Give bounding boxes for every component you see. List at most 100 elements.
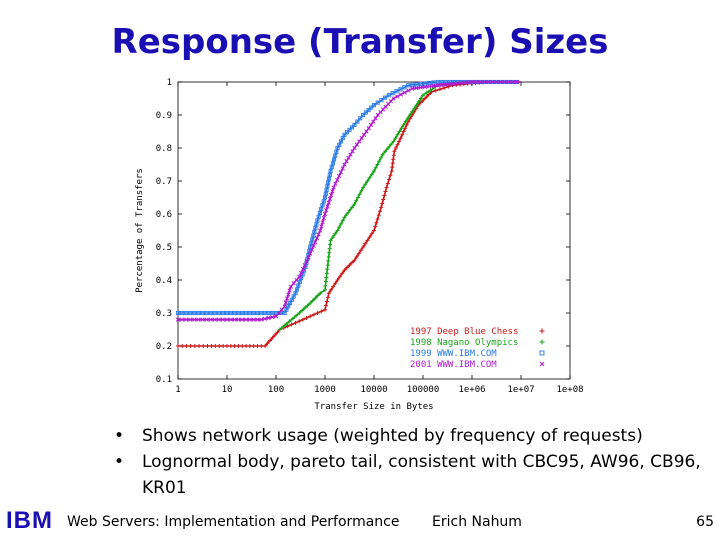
data-point: [196, 317, 201, 322]
data-point: [385, 181, 390, 186]
data-point: [363, 241, 368, 246]
data-point: [424, 95, 429, 100]
data-point: [406, 83, 411, 88]
data-point: [318, 291, 323, 296]
data-point: [297, 311, 302, 315]
data-point: [327, 172, 332, 177]
data-point: [342, 132, 347, 137]
data-point: [458, 80, 463, 86]
data-point: [291, 281, 296, 286]
data-point: [192, 317, 197, 322]
data-point: [388, 173, 393, 178]
data-point: [325, 295, 330, 300]
legend-entry-label: 1999 WWW.IBM.COM: [410, 349, 497, 359]
data-point: [300, 308, 305, 313]
data-point: [356, 251, 361, 256]
data-point: [392, 149, 397, 154]
data-point: [399, 126, 404, 131]
legend-marker: [539, 361, 545, 367]
series-line: [178, 81, 521, 347]
data-point: [401, 122, 406, 127]
data-point: [213, 344, 218, 348]
data-point: [439, 82, 444, 88]
data-point: [447, 82, 452, 87]
data-point: [407, 113, 412, 117]
data-point: [403, 126, 408, 131]
data-point: [251, 310, 256, 316]
data-point: [400, 132, 405, 137]
y-tick-label: 0.9: [156, 111, 172, 121]
slide-title: Response (Transfer) Sizes: [111, 22, 609, 62]
data-point: [313, 239, 318, 245]
data-point: [333, 231, 338, 236]
data-point: [247, 344, 252, 348]
x-tick-label: 1000: [314, 385, 336, 395]
data-point: [228, 344, 233, 348]
data-point: [224, 310, 230, 316]
data-point: [379, 98, 384, 103]
data-point: [255, 344, 260, 348]
data-point: [402, 90, 407, 95]
data-point: [361, 245, 366, 249]
data-point: [337, 274, 342, 279]
data-point: [365, 238, 370, 243]
data-point: [377, 159, 382, 164]
data-point: [313, 226, 318, 231]
bullet-dot: •: [114, 426, 125, 446]
data-point: [371, 103, 377, 108]
data-point: [323, 191, 328, 196]
legend-entry-label: 1997 Deep Blue Chess: [410, 327, 518, 337]
data-point: [265, 341, 270, 346]
data-point: [437, 87, 442, 92]
data-point: [442, 85, 447, 90]
data-point: [286, 292, 291, 297]
data-point: [236, 344, 241, 348]
data-point: [424, 90, 429, 95]
data-point: [315, 311, 320, 315]
data-point: [296, 283, 301, 288]
data-point: [331, 157, 337, 162]
data-point: [390, 91, 395, 96]
data-point: [176, 344, 180, 348]
data-point: [375, 100, 380, 105]
data-point: [319, 309, 324, 314]
data-point: [342, 268, 347, 273]
data-point: [300, 317, 305, 322]
data-point: [414, 82, 419, 87]
data-point: [421, 93, 425, 98]
data-point: [240, 317, 245, 322]
data-point: [416, 99, 421, 104]
data-point: [212, 317, 217, 322]
bullet-item: • Shows network usage (weighted by frequ…: [108, 423, 708, 449]
data-point: [255, 310, 260, 316]
data-point: [243, 310, 249, 316]
data-point: [316, 214, 321, 219]
x-tick-label: 10: [222, 385, 233, 395]
data-point: [426, 92, 431, 97]
data-point: [259, 344, 264, 348]
data-point: [391, 157, 396, 162]
data-point: [316, 232, 321, 237]
data-point: [311, 233, 316, 238]
data-point: [383, 189, 388, 194]
bullet-text: Shows network usage (weighted by frequen…: [142, 426, 643, 446]
data-point: [454, 81, 459, 86]
data-point: [391, 139, 396, 144]
series-3: [175, 79, 521, 316]
data-point: [326, 176, 332, 181]
data-point: [327, 246, 332, 251]
data-point: [366, 126, 371, 131]
data-point: [373, 116, 378, 121]
data-point: [299, 270, 304, 276]
data-point: [380, 201, 385, 206]
data-point: [302, 306, 307, 311]
data-point: [337, 225, 342, 230]
data-point: [391, 96, 396, 101]
data-point: [502, 79, 507, 85]
data-point: [328, 169, 333, 174]
data-point: [197, 344, 202, 348]
data-point: [375, 216, 380, 221]
data-point: [284, 322, 289, 326]
data-point: [184, 310, 189, 316]
